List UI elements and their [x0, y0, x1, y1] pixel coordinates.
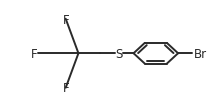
Text: F: F — [31, 47, 37, 60]
Text: Br: Br — [194, 47, 207, 60]
Text: F: F — [62, 14, 69, 27]
Text: F: F — [62, 81, 69, 94]
Text: S: S — [115, 47, 122, 60]
